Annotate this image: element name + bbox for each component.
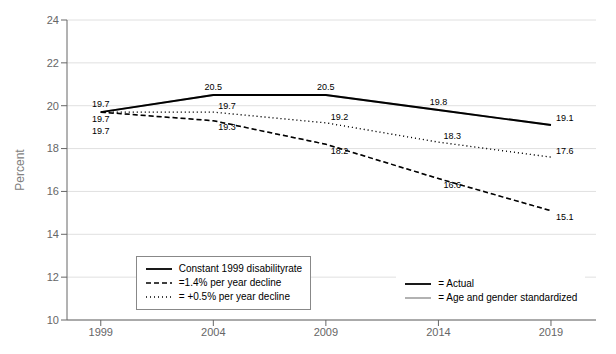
svg-text:2009: 2009 (314, 326, 338, 338)
svg-text:16.6: 16.6 (443, 180, 461, 190)
svg-text:20.5: 20.5 (205, 82, 223, 92)
svg-text:19.1: 19.1 (556, 113, 574, 123)
html-text:Constant 1999 disabilityrate: Constant 1999 disabilityrate (178, 263, 303, 274)
html-text:= +0.5% per year decline: = +0.5% per year decline (178, 291, 290, 302)
svg-text:20: 20 (47, 100, 59, 112)
svg-text:15.1: 15.1 (556, 212, 574, 222)
svg-text:16: 16 (47, 185, 59, 197)
svg-text:10: 10 (47, 314, 59, 326)
html-text:= Age and gender standardized: = Age and gender standardized (438, 292, 578, 303)
svg-text:18.3: 18.3 (443, 131, 461, 141)
svg-text:17.6: 17.6 (556, 146, 574, 156)
svg-text:2014: 2014 (426, 326, 450, 338)
svg-text:18.2: 18.2 (331, 146, 349, 156)
svg-text:1999: 1999 (89, 326, 113, 338)
svg-text:24: 24 (47, 14, 59, 26)
svg-text:22: 22 (47, 57, 59, 69)
svg-text:19.3: 19.3 (218, 122, 236, 132)
svg-text:Percent: Percent (13, 149, 27, 191)
svg-text:19.7: 19.7 (92, 126, 110, 136)
svg-text:2019: 2019 (539, 326, 563, 338)
svg-text:18: 18 (47, 142, 59, 154)
svg-text:19.8: 19.8 (430, 97, 448, 107)
svg-text:20.5: 20.5 (317, 82, 335, 92)
html-text:=1.4% per year decline: =1.4% per year decline (178, 277, 282, 288)
svg-text:19.2: 19.2 (331, 112, 349, 122)
svg-text:2004: 2004 (201, 326, 225, 338)
svg-text:14: 14 (47, 228, 59, 240)
svg-text:19.7: 19.7 (92, 99, 110, 109)
svg-text:19.7: 19.7 (92, 114, 110, 124)
html-text:= Actual: = Actual (438, 278, 474, 289)
svg-text:12: 12 (47, 271, 59, 283)
svg-text:19.7: 19.7 (218, 101, 236, 111)
